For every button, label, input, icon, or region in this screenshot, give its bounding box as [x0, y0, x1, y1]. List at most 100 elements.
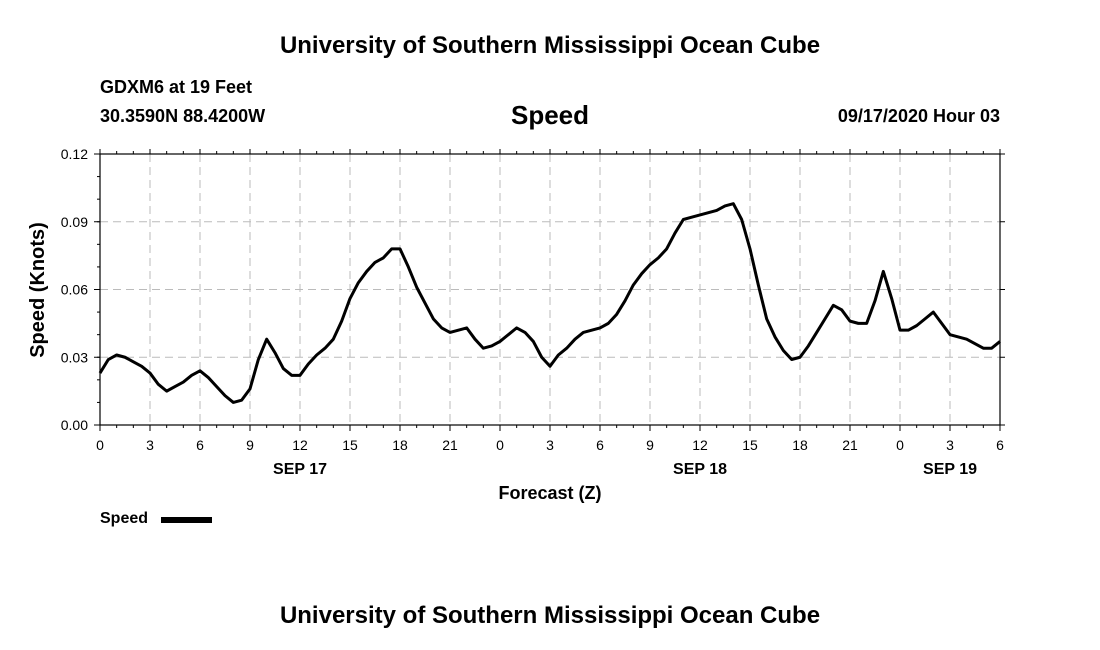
x-tick-label: 9 — [646, 437, 654, 453]
speed-data-point — [657, 256, 660, 259]
speed-data-point — [415, 286, 418, 289]
speed-data-point — [615, 313, 618, 316]
speed-data-point — [165, 390, 168, 393]
speed-data-point — [274, 351, 277, 354]
speed-data-point — [424, 302, 427, 305]
legend-swatch — [161, 517, 212, 523]
speed-data-point — [582, 331, 585, 334]
speed-data-point — [307, 363, 310, 366]
speed-data-point — [324, 347, 327, 350]
speed-data-point — [590, 329, 593, 332]
x-tick-label: 15 — [342, 437, 358, 453]
x-tick-label: 21 — [842, 437, 858, 453]
date-label: SEP 18 — [673, 461, 727, 478]
axis-labels: 0.00 0.03 0.06 0.09 0.12 0 3 6 9 12 15 18 21 0 3 6 9 12 15… — [61, 146, 1004, 478]
speed-data-point — [157, 383, 160, 386]
speed-data-point — [757, 283, 760, 286]
speed-data-point — [540, 356, 543, 359]
speed-data-point — [140, 365, 143, 368]
speed-data-point — [840, 308, 843, 311]
speed-data-point — [407, 265, 410, 268]
speed-data-point — [965, 338, 968, 341]
speed-data-point — [482, 347, 485, 350]
speed-data-point — [224, 394, 227, 397]
speed-data-point — [899, 329, 902, 332]
speed-data-point — [465, 326, 468, 329]
speed-data-point — [399, 247, 402, 250]
speed-data-point — [682, 218, 685, 221]
speed-data-point — [107, 358, 110, 361]
speed-data-point — [240, 399, 243, 402]
speed-data-point — [490, 344, 493, 347]
speed-data-point — [499, 340, 502, 343]
footer-title: University of Southern Mississippi Ocean… — [279, 602, 821, 629]
speed-data-point — [807, 344, 810, 347]
speed-data-point — [940, 322, 943, 325]
y-tick-label: 0.03 — [61, 349, 88, 365]
speed-data-point — [715, 209, 718, 212]
speed-data-point — [549, 365, 552, 368]
speed-data-point — [665, 247, 668, 250]
speed-data-point — [449, 331, 452, 334]
chart-header-title: University of Southern Mississippi Ocean… — [279, 32, 821, 59]
x-tick-label: 12 — [292, 437, 308, 453]
speed-series-line — [98, 202, 1001, 404]
speed-data-point — [815, 331, 818, 334]
speed-data-point — [174, 385, 177, 388]
x-tick-label: 0 — [496, 437, 504, 453]
speed-data-point — [674, 232, 677, 235]
speed-data-point — [457, 329, 460, 332]
speed-data-point — [640, 272, 643, 275]
speed-data-point — [249, 387, 252, 390]
speed-data-point — [624, 299, 627, 302]
speed-data-point — [557, 353, 560, 356]
speed-data-point — [849, 320, 852, 323]
speed-data-point — [999, 340, 1002, 343]
speed-data-point — [732, 202, 735, 205]
y-tick-label: 0.12 — [61, 146, 88, 162]
speed-data-point — [515, 326, 518, 329]
speed-data-point — [257, 358, 260, 361]
speed-data-point — [982, 347, 985, 350]
y-axis-label: Speed (Knots) — [27, 222, 49, 358]
speed-data-point — [382, 256, 385, 259]
speed-data-point — [932, 311, 935, 314]
speed-data-point — [832, 304, 835, 307]
speed-data-point — [890, 297, 893, 300]
x-tick-label: 15 — [742, 437, 758, 453]
speed-data-point — [124, 356, 127, 359]
speed-data-point — [190, 374, 193, 377]
x-tick-label: 3 — [546, 437, 554, 453]
speed-data-point — [99, 372, 102, 375]
x-tick-label: 3 — [146, 437, 154, 453]
speed-data-point — [315, 353, 318, 356]
x-tick-label: 6 — [996, 437, 1004, 453]
axis-ticks — [94, 149, 1005, 431]
x-tick-label: 0 — [96, 437, 104, 453]
speed-data-point — [349, 297, 352, 300]
y-tick-label: 0.00 — [61, 417, 88, 433]
speed-data-point — [915, 324, 918, 327]
speed-data-point — [207, 376, 210, 379]
speed-data-point — [132, 360, 135, 363]
y-tick-label: 0.06 — [61, 282, 88, 298]
speed-data-point — [115, 353, 118, 356]
speed-data-point — [690, 216, 693, 219]
date-label: SEP 19 — [923, 461, 977, 478]
speed-data-point — [232, 401, 235, 404]
x-tick-label: 0 — [896, 437, 904, 453]
x-tick-label: 21 — [442, 437, 458, 453]
speed-data-point — [365, 270, 368, 273]
speed-data-point — [782, 349, 785, 352]
speed-data-point — [507, 333, 510, 336]
speed-data-point — [799, 356, 802, 359]
x-tick-label: 6 — [596, 437, 604, 453]
station-label: GDXM6 at 19 Feet — [100, 77, 253, 97]
speed-data-point — [332, 338, 335, 341]
speed-data-point — [699, 213, 702, 216]
speed-data-point — [949, 333, 952, 336]
date-label: SEP 17 — [273, 461, 327, 478]
chart-title: Speed — [510, 100, 590, 130]
speed-data-point — [874, 299, 877, 302]
